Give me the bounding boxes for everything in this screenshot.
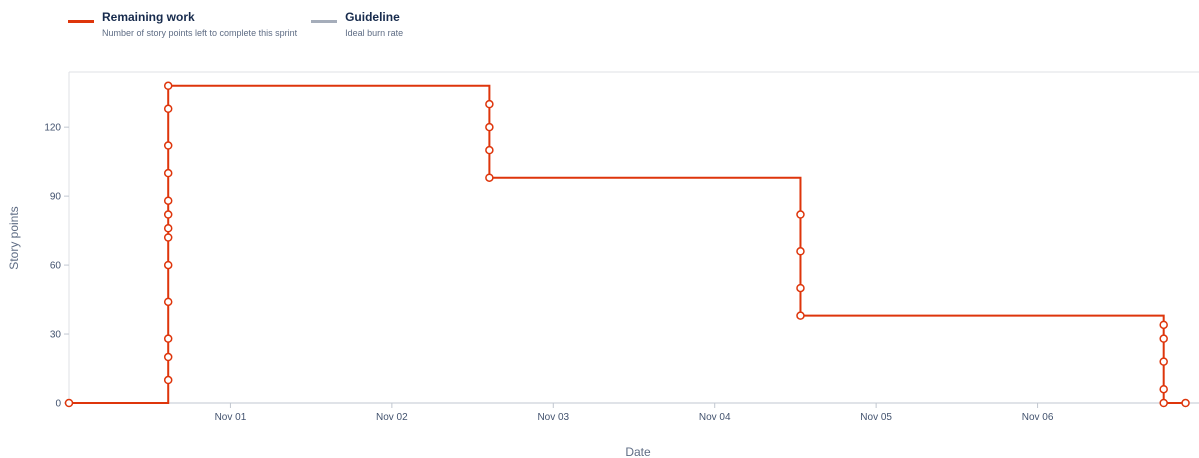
remaining-work-point [163, 196, 173, 205]
y-axis-ticks: 0 30 60 90 120 [44, 123, 69, 410]
remaining-work-point [163, 224, 173, 233]
legend-desc-remaining-work: Number of story points left to complete … [102, 28, 298, 38]
remaining-work-point [163, 168, 173, 178]
remaining-work-swatch [68, 20, 94, 23]
remaining-work-point [163, 141, 173, 150]
remaining-work-point [163, 233, 173, 242]
guideline-swatch [311, 20, 338, 23]
remaining-work-point [796, 210, 805, 219]
remaining-work-point [163, 104, 173, 114]
x-axis-ticks: Nov 01 Nov 02 Nov 03 Nov 04 Nov 05 Nov 06 [215, 403, 1054, 423]
remaining-work-point [796, 283, 805, 293]
x-tick-label: Nov 04 [699, 412, 731, 423]
y-tick-label: 30 [50, 330, 62, 341]
remaining-work-point [1159, 357, 1168, 366]
y-tick-label: 90 [50, 192, 62, 203]
x-tick-label: Nov 03 [537, 412, 569, 423]
remaining-work-point [1181, 398, 1190, 408]
remaining-work-point [163, 297, 173, 307]
remaining-work-point [796, 311, 805, 320]
remaining-work-point [64, 398, 74, 408]
y-axis-title: Story points [7, 206, 21, 269]
remaining-work-point [1159, 334, 1168, 343]
y-tick-label: 60 [50, 261, 62, 272]
legend-desc-guideline: Ideal burn rate [345, 28, 404, 38]
plot-frame [68, 71, 1199, 404]
remaining-work-point [163, 352, 173, 362]
remaining-work-point [485, 173, 494, 182]
x-tick-label: Nov 05 [860, 412, 892, 423]
remaining-work-line [69, 84, 1186, 404]
remaining-work-point [163, 210, 173, 219]
legend-item-guideline[interactable]: Guideline Ideal burn rate [311, 10, 403, 40]
x-tick-label: Nov 01 [215, 412, 247, 423]
legend-title-remaining-work: Remaining work [102, 10, 195, 24]
y-tick-label: 0 [55, 399, 61, 410]
y-tick-label: 120 [44, 123, 61, 134]
x-tick-label: Nov 06 [1022, 412, 1054, 423]
remaining-work-point [1159, 384, 1168, 394]
remaining-work-point [163, 375, 173, 385]
x-tick-label: Nov 02 [376, 412, 408, 423]
remaining-work-point [1159, 320, 1168, 330]
remaining-work-point [163, 81, 173, 91]
remaining-work-point [485, 145, 494, 155]
remaining-work-point [485, 99, 494, 109]
remaining-work-point [163, 260, 173, 270]
chart-legend: Remaining work Number of story points le… [68, 10, 403, 40]
legend-item-remaining-work[interactable]: Remaining work Number of story points le… [68, 10, 297, 40]
x-axis-title: Date [625, 445, 651, 458]
remaining-work-point [796, 247, 805, 256]
remaining-work-point [485, 122, 494, 132]
remaining-work-point [1159, 398, 1168, 408]
series-layer [64, 81, 1190, 408]
remaining-work-point [163, 334, 173, 343]
legend-title-guideline: Guideline [345, 10, 400, 24]
